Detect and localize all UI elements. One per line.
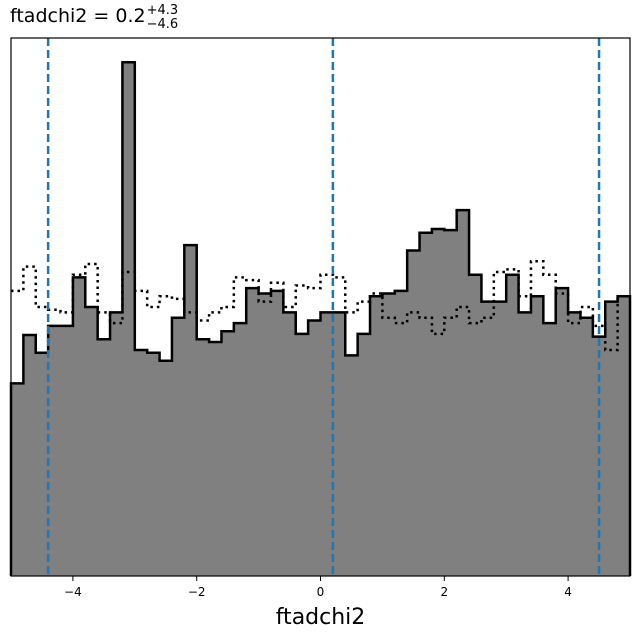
filled-bar [568, 312, 582, 576]
filled-bar [171, 317, 185, 576]
filled-bar [23, 334, 37, 576]
filled-bar [308, 320, 322, 576]
filled-bar [444, 230, 458, 577]
filled-bar [184, 245, 198, 576]
filled-bar [506, 274, 520, 576]
filled-bar [85, 307, 99, 576]
filled-bar [481, 301, 495, 576]
filled-bar [60, 325, 74, 576]
filled-bar [246, 288, 260, 576]
filled-bar [320, 312, 334, 576]
title-main-text: ftadchi2 = 0.2 [10, 5, 146, 27]
filled-bar [555, 288, 569, 576]
filled-bar [196, 339, 210, 576]
filled-bar [431, 228, 445, 577]
filled-bar [605, 301, 619, 576]
filled-bar [295, 333, 309, 576]
filled-bar [147, 352, 161, 576]
filled-bar [580, 317, 594, 576]
filled-histogram-outline [9, 60, 632, 576]
filled-bar [394, 290, 408, 576]
filled-bar [419, 232, 433, 577]
filled-bar [159, 360, 173, 576]
filled-bar [48, 325, 62, 576]
chart-title: ftadchi2 = 0.2 +4.3 −4.6 [10, 3, 178, 32]
filled-bar [382, 293, 396, 576]
title-lower-error: −4.6 [147, 17, 179, 32]
filled-histogram [11, 62, 631, 577]
filled-bar [97, 339, 111, 576]
filled-bar [283, 312, 297, 576]
filled-bar [469, 274, 483, 576]
filled-bar [35, 352, 49, 576]
filled-bar [407, 250, 421, 576]
x-tick-label: 0 [317, 585, 325, 599]
filled-bar [345, 355, 359, 576]
filled-bar [592, 336, 606, 576]
filled-bar [134, 350, 148, 576]
filled-bar [209, 341, 223, 576]
filled-bar [221, 331, 235, 576]
dotted-histogram-outline [11, 260, 630, 352]
filled-bar [258, 293, 272, 576]
filled-bar [370, 296, 383, 576]
title-upper-error: +4.3 [147, 3, 179, 18]
filled-bar [233, 323, 247, 576]
filled-bar [72, 277, 86, 576]
x-tick-label: −2 [188, 585, 206, 599]
x-axis-ticks: −4 −2 0 2 4 [64, 576, 572, 599]
filled-bar [543, 323, 557, 576]
plot-area [9, 38, 632, 577]
filled-bar [11, 383, 24, 576]
x-tick-label: 4 [564, 585, 572, 599]
x-tick-label: 2 [440, 585, 448, 599]
filled-bar [617, 296, 631, 576]
filled-bar [518, 312, 532, 576]
filled-bar [270, 290, 284, 576]
filled-bar [122, 62, 136, 576]
filled-bar [493, 301, 507, 576]
x-axis-label: ftadchi2 [276, 605, 366, 630]
x-tick-label: −4 [64, 585, 82, 599]
filled-bar [357, 333, 371, 576]
filled-bar [456, 210, 470, 576]
filled-bar [332, 312, 346, 576]
quantile-lines [46, 38, 601, 576]
filled-bar [530, 296, 544, 576]
filled-bar [110, 312, 124, 576]
